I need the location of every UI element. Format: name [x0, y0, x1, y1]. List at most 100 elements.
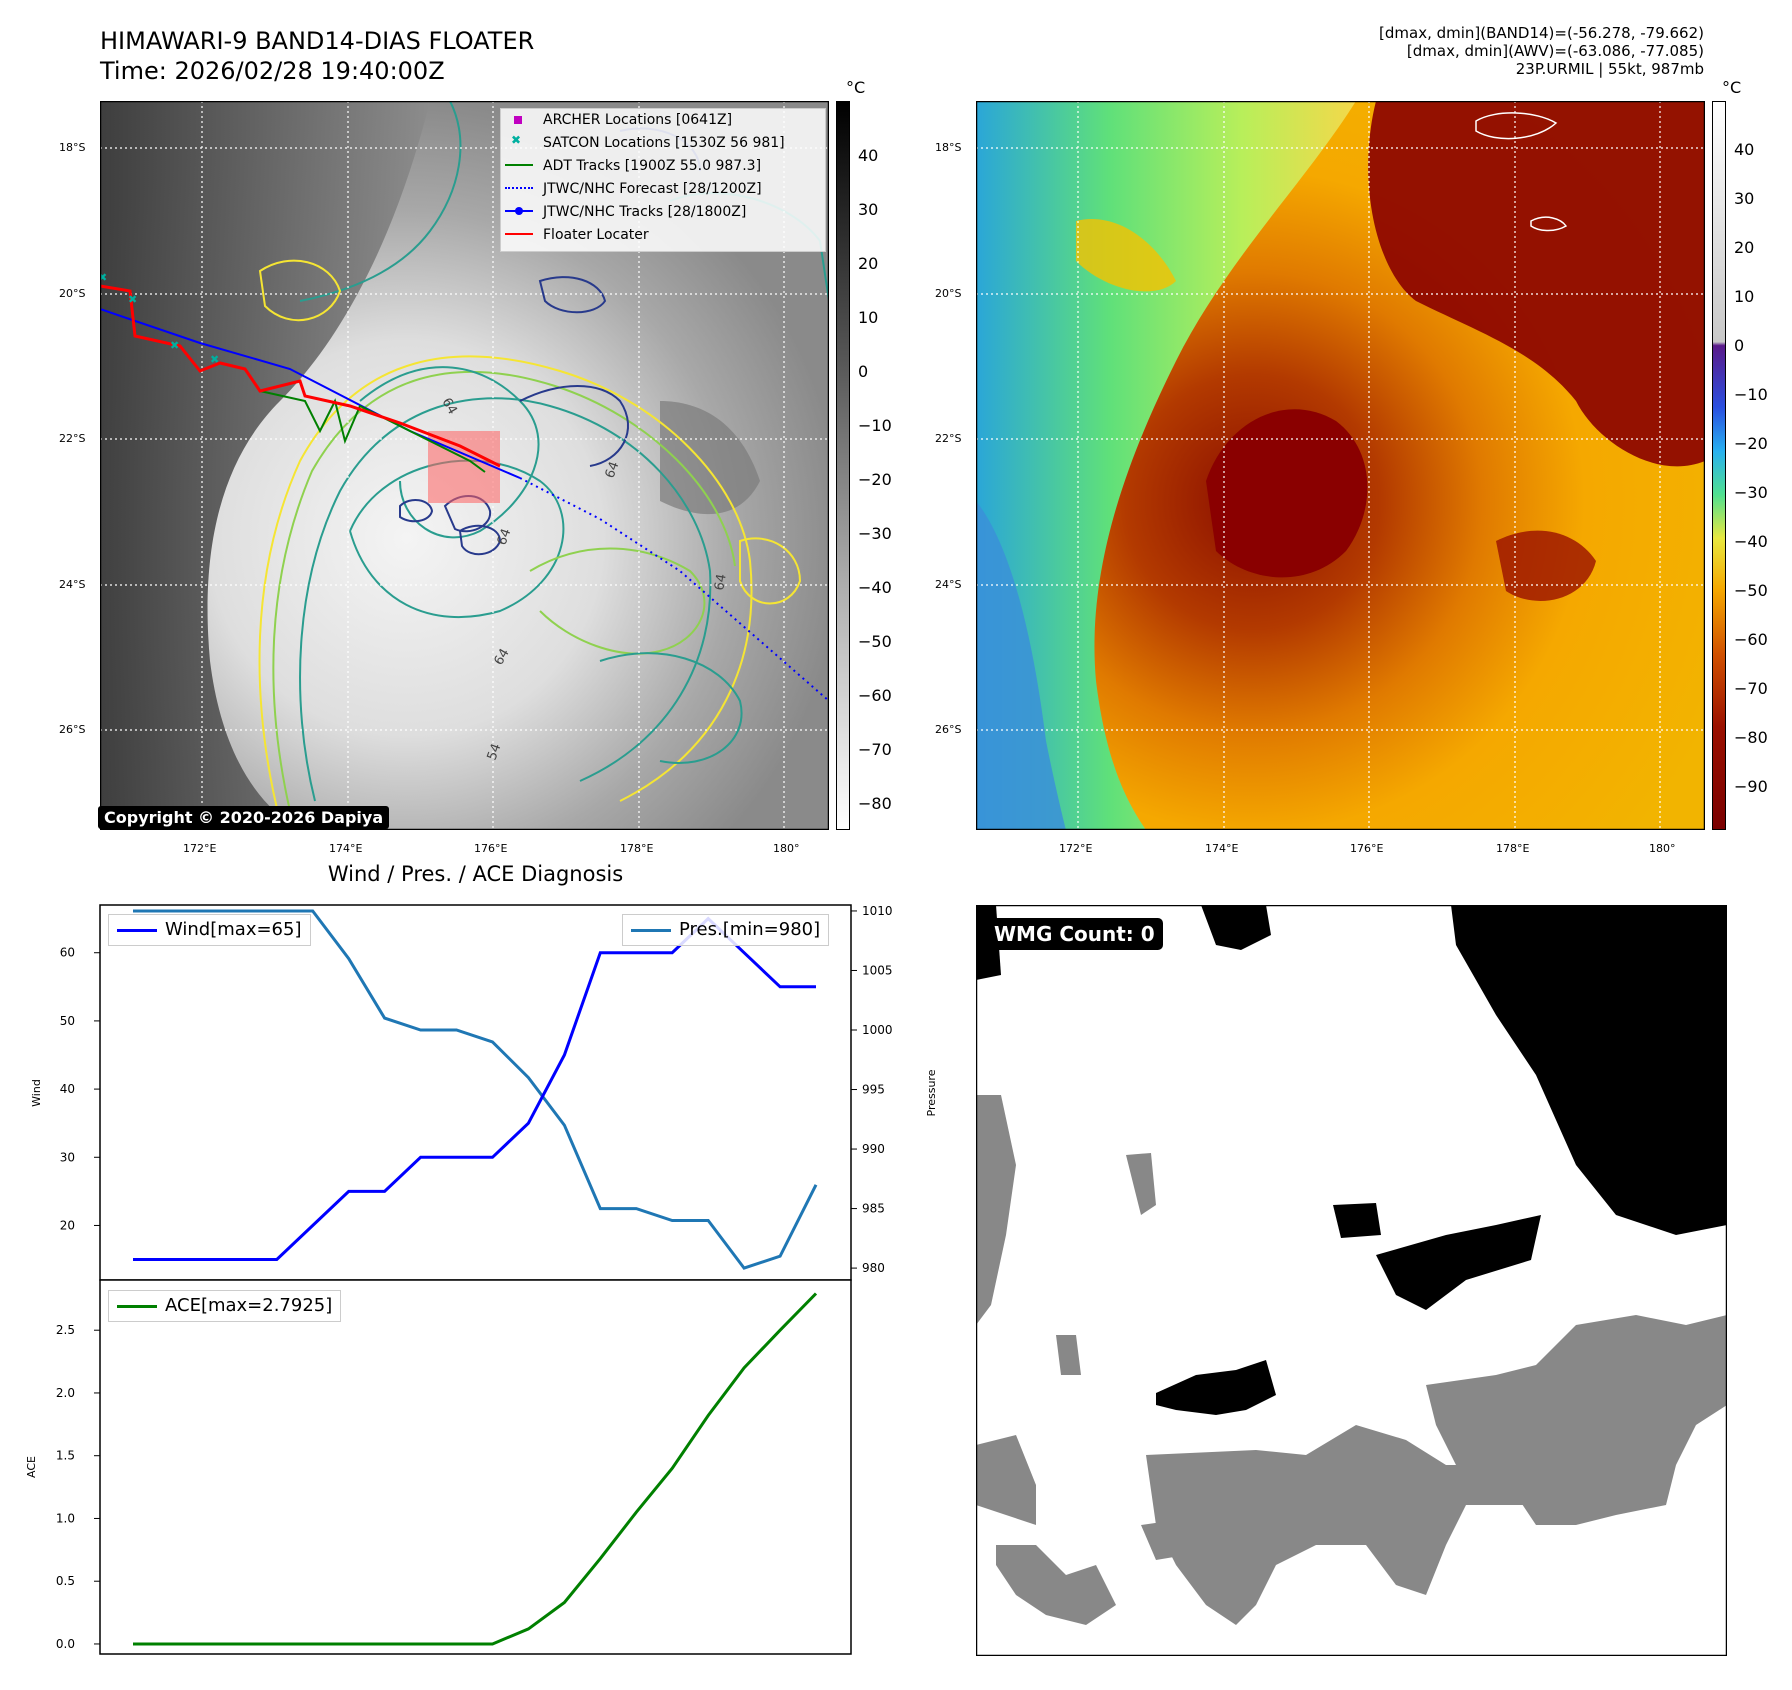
tick-label: 1010 [862, 904, 893, 918]
ace-axis: 2.5 2.0 1.5 1.0 0.5 0.0 [56, 1323, 100, 1651]
lon-label: 180° [773, 842, 800, 855]
svg-text:✖: ✖ [210, 353, 219, 366]
left-map-frame [100, 101, 829, 830]
lon-label: 174°E [1205, 842, 1239, 855]
black-region [1376, 1215, 1541, 1310]
title-line-2: Time: 2026/02/28 19:40:00Z [100, 57, 445, 85]
left-map-legend: ARCHER Locations [0641Z] ✖ SATCON Locati… [500, 108, 826, 252]
tick-label: 0.0 [56, 1637, 75, 1651]
tick-label: 1.5 [56, 1449, 75, 1463]
adt-track-line [259, 390, 486, 473]
svg-text:✖: ✖ [100, 271, 107, 284]
cold-cloud-region [1368, 101, 1705, 467]
pressure-series-line [133, 909, 818, 1270]
title-line-1: HIMAWARI-9 BAND14-DIAS FLOATER [100, 27, 535, 55]
colorbar-tick: −20 [1734, 434, 1768, 453]
left-colorbar [836, 101, 850, 830]
lat-label: 24°S [935, 578, 962, 591]
copyright-badge: Copyright © 2020-2026 Dapiya [98, 806, 390, 829]
tick-label: 1.0 [56, 1511, 75, 1525]
wind-axis: 60 50 40 30 20 [60, 946, 100, 1232]
floater-box [428, 431, 500, 503]
colorbar-tick: −50 [858, 632, 892, 651]
square-marker-icon [511, 113, 523, 125]
wmg-frame [976, 905, 1727, 1656]
legend-jtwc-forecast: JTWC/NHC Forecast [28/1200Z] [543, 181, 762, 197]
colorbar-tick: −90 [1734, 777, 1768, 796]
colorbar-tick: 30 [858, 200, 879, 219]
svg-text:✖: ✖ [170, 339, 179, 352]
right-colorbar [1712, 101, 1726, 830]
storm-info: [dmax, dmin](BAND14)=(-56.278, -79.662) … [1379, 24, 1704, 78]
lon-label: 178°E [620, 842, 654, 855]
wmg-count-badge: WMG Count: 0 [986, 918, 1163, 950]
line-icon [117, 928, 157, 932]
lat-label: 18°S [935, 141, 962, 154]
gray-region [976, 1435, 1036, 1525]
cool-region [976, 501, 1066, 830]
dark-cloud-patch [660, 401, 760, 515]
colorbar-tick: −40 [1734, 532, 1768, 551]
figure-title: HIMAWARI-9 BAND14-DIAS FLOATER Time: 202… [100, 26, 534, 86]
info-line-2: [dmax, dmin](AWV)=(-63.086, -77.085) [1406, 42, 1704, 60]
colorbar-tick: 40 [1734, 140, 1755, 159]
warm-band [1076, 219, 1176, 292]
pressure-legend-label: Pres.[min=980] [679, 919, 821, 940]
colorbar-tick: −10 [858, 416, 892, 435]
jtwc-track-line [100, 308, 521, 479]
satcon-markers: ✖ ✖ ✖ ✖ [100, 271, 219, 366]
colorbar-tick: 0 [858, 362, 869, 381]
legend-adt: ADT Tracks [1900Z 55.0 987.3] [543, 158, 762, 174]
right-colorbar-unit: °C [1722, 78, 1742, 97]
lat-label: 26°S [935, 723, 962, 736]
lat-label: 20°S [59, 287, 86, 300]
legend-archer: ARCHER Locations [0641Z] [543, 112, 733, 128]
line-icon [505, 233, 533, 235]
gray-region [1426, 1315, 1727, 1525]
ace-legend-label: ACE[max=2.7925] [165, 1295, 333, 1316]
contours [258, 101, 829, 822]
clear-sky-region [100, 101, 430, 830]
svg-text:64: 64 [712, 573, 730, 592]
black-region [1156, 1360, 1276, 1415]
colorbar-tick: −40 [858, 578, 892, 597]
eyewall-core [1206, 409, 1368, 578]
tick-label: 985 [862, 1202, 885, 1216]
colorbar-tick: −80 [858, 794, 892, 813]
gray-region [976, 1095, 1016, 1325]
tick-label: 2.0 [56, 1386, 75, 1400]
colorbar-tick: 0 [1734, 336, 1745, 355]
info-line-1: [dmax, dmin](BAND14)=(-56.278, -79.662) [1379, 24, 1704, 42]
colorbar-tick: −10 [1734, 385, 1768, 404]
ace-series-line [133, 1292, 818, 1646]
svg-text:64: 64 [495, 527, 515, 548]
cold-cloud-patch [1496, 530, 1596, 601]
dotted-line-icon [505, 187, 533, 189]
colorbar-tick: 10 [858, 308, 879, 327]
diag-title: Wind / Pres. / ACE Diagnosis [327, 862, 624, 886]
lon-label: 176°E [1350, 842, 1384, 855]
gray-region [1126, 1153, 1156, 1215]
svg-text:64: 64 [439, 396, 460, 418]
black-region [1333, 1203, 1381, 1238]
floater-track-line [100, 284, 501, 468]
tick-label: 50 [60, 1014, 75, 1028]
lat-label: 24°S [59, 578, 86, 591]
colorbar-tick: −70 [858, 740, 892, 759]
ace-axis-label: ACE [25, 1456, 38, 1478]
lat-label: 20°S [935, 287, 962, 300]
contour-labels: 64 64 64 64 54 64 [439, 396, 730, 763]
svg-text:64: 64 [491, 646, 512, 668]
colorbar-tick: 30 [1734, 189, 1755, 208]
colorbar-tick: −60 [1734, 630, 1768, 649]
colorbar-tick: −70 [1734, 679, 1768, 698]
right-map [976, 101, 1705, 830]
clear-sky-region [976, 101, 1356, 830]
svg-text:64: 64 [603, 460, 623, 481]
coastline [1530, 216, 1568, 232]
tick-label: 40 [60, 1082, 75, 1096]
svg-text:54: 54 [485, 742, 505, 763]
lon-label: 172°E [1059, 842, 1093, 855]
wind-axis-label: Wind [30, 1079, 43, 1107]
